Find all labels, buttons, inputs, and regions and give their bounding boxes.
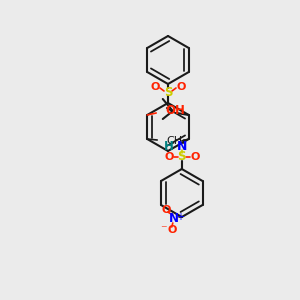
Text: CH₃: CH₃ <box>166 136 187 146</box>
Text: O: O <box>161 205 170 215</box>
Text: O: O <box>167 225 176 235</box>
Text: O: O <box>190 152 200 162</box>
Text: S: S <box>178 151 186 164</box>
Text: S: S <box>164 85 172 98</box>
Text: +: + <box>176 212 184 222</box>
Text: H: H <box>164 140 174 152</box>
Text: O: O <box>150 82 160 92</box>
Text: OH: OH <box>165 104 185 118</box>
Text: O: O <box>176 82 186 92</box>
Text: N: N <box>169 212 179 226</box>
Text: O: O <box>164 152 173 162</box>
Text: N: N <box>177 140 187 152</box>
Text: ⁻: ⁻ <box>160 224 167 236</box>
